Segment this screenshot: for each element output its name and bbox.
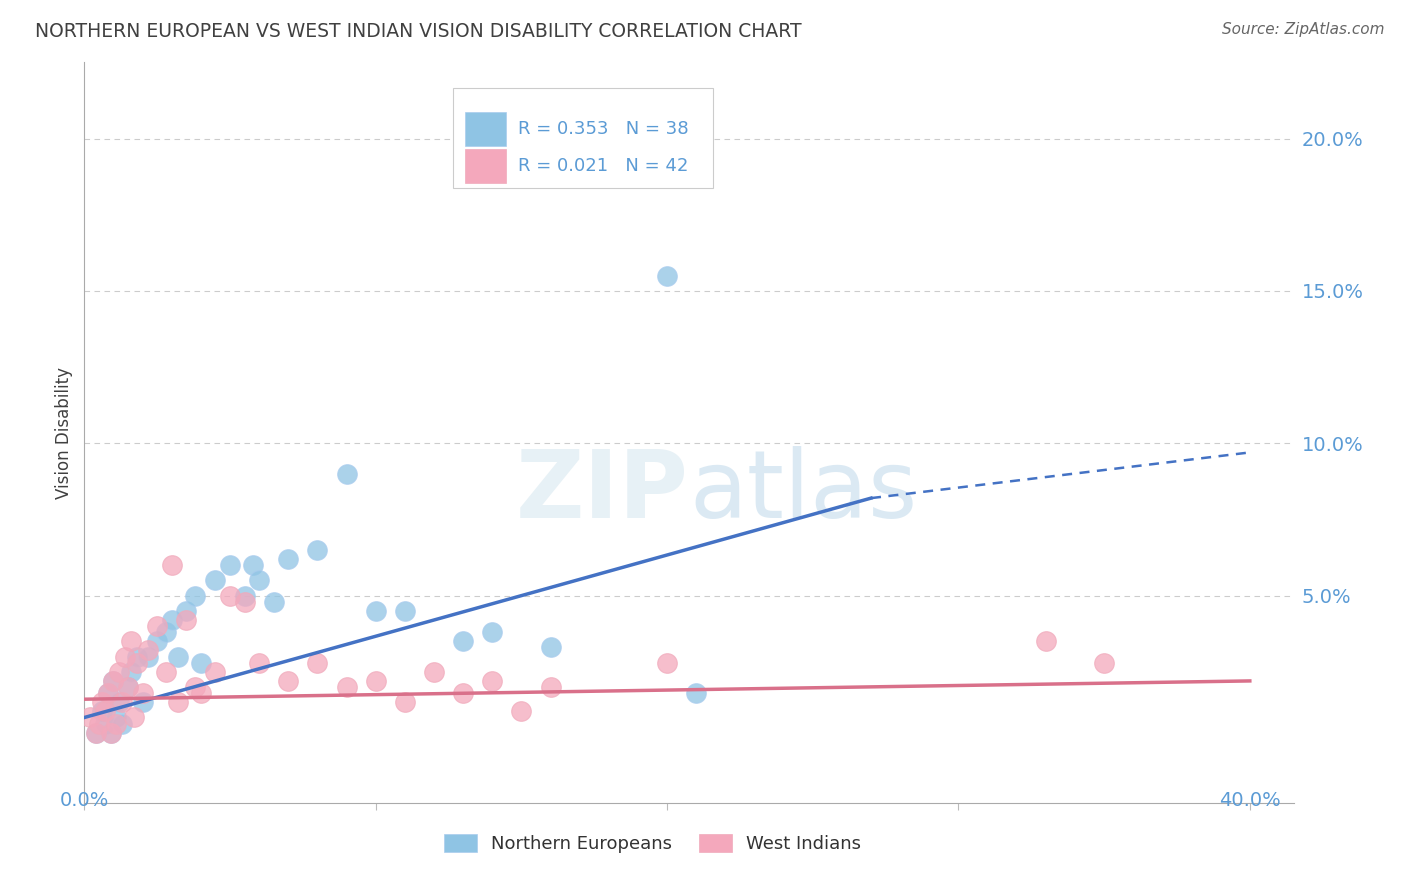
Point	[117, 680, 139, 694]
Point	[138, 643, 160, 657]
Point	[336, 680, 359, 694]
Text: Source: ZipAtlas.com: Source: ZipAtlas.com	[1222, 22, 1385, 37]
Point	[190, 656, 212, 670]
Point	[125, 656, 148, 670]
Point	[184, 589, 207, 603]
Point	[451, 634, 474, 648]
Point	[685, 686, 707, 700]
Point	[247, 656, 270, 670]
Text: 0.0%: 0.0%	[59, 790, 110, 810]
Text: NORTHERN EUROPEAN VS WEST INDIAN VISION DISABILITY CORRELATION CHART: NORTHERN EUROPEAN VS WEST INDIAN VISION …	[35, 22, 801, 41]
Y-axis label: Vision Disability: Vision Disability	[55, 367, 73, 499]
Point	[219, 558, 242, 573]
Point	[122, 710, 145, 724]
Point	[219, 589, 242, 603]
Point	[97, 686, 120, 700]
Point	[105, 710, 128, 724]
Text: ZIP: ZIP	[516, 446, 689, 538]
Point	[103, 673, 125, 688]
Point	[103, 673, 125, 688]
Point	[204, 574, 226, 588]
Point	[100, 725, 122, 739]
Point	[510, 705, 533, 719]
Point	[111, 716, 134, 731]
Point	[87, 716, 110, 731]
Point	[117, 680, 139, 694]
Point	[233, 595, 256, 609]
Point	[111, 695, 134, 709]
FancyBboxPatch shape	[453, 88, 713, 188]
Point	[114, 649, 136, 664]
Point	[131, 695, 153, 709]
Point	[155, 665, 177, 679]
Point	[84, 725, 107, 739]
FancyBboxPatch shape	[465, 149, 506, 183]
Point	[1092, 656, 1115, 670]
Point	[166, 649, 188, 664]
Text: atlas: atlas	[689, 446, 917, 538]
Point	[364, 604, 387, 618]
Point	[84, 725, 107, 739]
Point	[166, 695, 188, 709]
Point	[160, 613, 183, 627]
Point	[451, 686, 474, 700]
Point	[155, 625, 177, 640]
Point	[277, 552, 299, 566]
Point	[120, 665, 142, 679]
Point	[307, 656, 329, 670]
Point	[394, 604, 416, 618]
Point	[364, 673, 387, 688]
Point	[131, 686, 153, 700]
Point	[100, 725, 122, 739]
Point	[204, 665, 226, 679]
Point	[247, 574, 270, 588]
Text: R = 0.353   N = 38: R = 0.353 N = 38	[519, 120, 689, 138]
Point	[190, 686, 212, 700]
Point	[146, 619, 169, 633]
Point	[242, 558, 264, 573]
Point	[655, 656, 678, 670]
Point	[160, 558, 183, 573]
Point	[146, 634, 169, 648]
Point	[277, 673, 299, 688]
Point	[105, 716, 128, 731]
Point	[655, 268, 678, 283]
FancyBboxPatch shape	[465, 112, 506, 146]
Point	[481, 625, 503, 640]
Point	[394, 695, 416, 709]
Point	[1035, 634, 1057, 648]
Point	[97, 686, 120, 700]
Point	[79, 710, 101, 724]
Point	[336, 467, 359, 481]
Point	[108, 665, 131, 679]
Point	[307, 543, 329, 558]
Point	[90, 695, 112, 709]
Point	[184, 680, 207, 694]
Point	[481, 673, 503, 688]
Point	[176, 613, 198, 627]
Point	[263, 595, 285, 609]
Point	[125, 649, 148, 664]
Point	[423, 665, 446, 679]
Legend: Northern Europeans, West Indians: Northern Europeans, West Indians	[437, 827, 869, 861]
Point	[655, 162, 678, 177]
Point	[233, 589, 256, 603]
Point	[176, 604, 198, 618]
Point	[120, 634, 142, 648]
Point	[540, 680, 562, 694]
Point	[108, 695, 131, 709]
Point	[94, 705, 117, 719]
Point	[540, 640, 562, 655]
Text: R = 0.021   N = 42: R = 0.021 N = 42	[519, 157, 689, 175]
Point	[138, 649, 160, 664]
Point	[94, 716, 117, 731]
Point	[90, 705, 112, 719]
Text: 40.0%: 40.0%	[1219, 790, 1281, 810]
